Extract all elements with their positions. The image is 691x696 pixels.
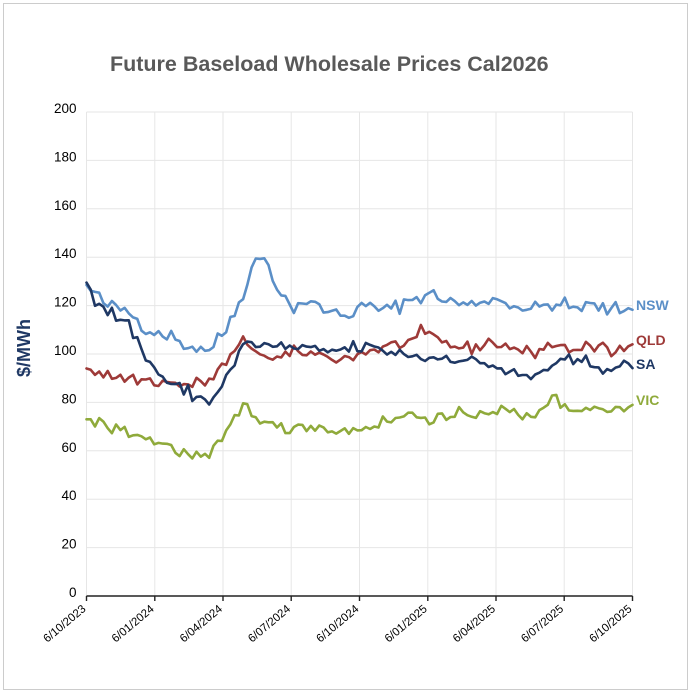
svg-text:6/10/2023: 6/10/2023 xyxy=(42,603,89,645)
svg-text:140: 140 xyxy=(54,246,77,261)
svg-text:6/01/2025: 6/01/2025 xyxy=(383,603,430,645)
svg-text:180: 180 xyxy=(54,149,77,164)
svg-text:100: 100 xyxy=(54,343,77,358)
svg-text:120: 120 xyxy=(54,295,77,310)
svg-text:40: 40 xyxy=(61,488,76,503)
svg-text:6/01/2024: 6/01/2024 xyxy=(110,603,157,645)
svg-text:60: 60 xyxy=(61,440,76,455)
svg-text:160: 160 xyxy=(54,198,77,213)
svg-text:6/10/2024: 6/10/2024 xyxy=(315,603,362,645)
svg-text:6/07/2024: 6/07/2024 xyxy=(246,603,293,645)
svg-text:20: 20 xyxy=(61,537,76,552)
svg-text:80: 80 xyxy=(61,391,76,406)
svg-text:0: 0 xyxy=(69,585,77,600)
svg-text:200: 200 xyxy=(54,101,77,116)
svg-text:6/07/2025: 6/07/2025 xyxy=(519,603,566,645)
svg-text:6/10/2025: 6/10/2025 xyxy=(588,603,635,645)
svg-text:6/04/2025: 6/04/2025 xyxy=(451,603,498,645)
svg-text:6/04/2024: 6/04/2024 xyxy=(178,603,225,645)
